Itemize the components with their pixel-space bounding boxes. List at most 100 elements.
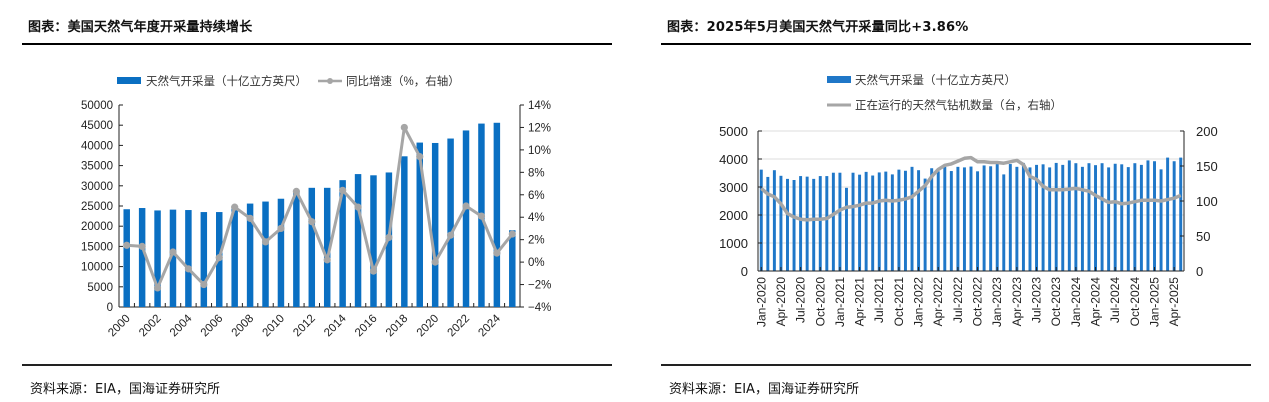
growth-point-2017 (385, 233, 393, 242)
growth-point-2005 (200, 280, 208, 289)
bar-2015 (354, 174, 362, 307)
bar-Oct-2021 (897, 169, 901, 271)
y-tick-label-left: 15000 (81, 241, 113, 253)
bar-Apr-2020 (779, 175, 783, 271)
y-tick-label-right: 10% (528, 145, 551, 157)
growth-point-2016 (369, 267, 378, 275)
x-tick-label: Jul-2024 (1108, 277, 1122, 323)
x-tick-label: Oct-2023 (1049, 277, 1063, 327)
growth-point-2000 (123, 241, 131, 249)
x-tick-label: 2020 (415, 313, 442, 340)
legend-marker-growth (327, 78, 333, 84)
bar-Sep-2022 (969, 166, 973, 271)
bar-Apr-2022 (936, 171, 940, 271)
bar-Apr-2025 (1172, 161, 1176, 271)
y-tick-label-right: 6% (528, 190, 545, 202)
bar-Dec-2020 (831, 172, 835, 271)
bar-Feb-2022 (923, 178, 927, 271)
y-tick-label-right: −2% (528, 280, 551, 292)
x-tick-label: Apr-2025 (1167, 277, 1181, 327)
bar-Feb-2023 (1002, 174, 1006, 271)
bar-Mar-2023 (1008, 164, 1012, 271)
growth-point-2013 (323, 256, 331, 264)
x-tick-label: 2012 (291, 313, 318, 340)
x-tick-label: Oct-2020 (813, 277, 827, 327)
bar-Apr-2021 (858, 174, 862, 271)
bar-Mar-2022 (930, 168, 934, 271)
panel-annual-production: 图表：美国天然气年度开采量持续增长 天然气开采量（十亿立方英尺） 同比增速（%，右… (22, 0, 622, 402)
bar-2020 (431, 142, 439, 307)
y-tick-label-left: 4000 (719, 152, 748, 167)
bar-Jul-2022 (956, 166, 960, 271)
bar-Sep-2020 (812, 178, 816, 271)
bar-Nov-2023 (1061, 164, 1065, 271)
x-tick-label: Apr-2021 (853, 277, 867, 327)
y-tick-label-left: 0 (741, 264, 748, 279)
growth-point-2024 (493, 249, 501, 257)
bar-Aug-2024 (1120, 164, 1124, 271)
bar-Sep-2024 (1126, 167, 1130, 271)
y-tick-label-left: 45000 (81, 120, 113, 132)
x-tick-label: Oct-2024 (1128, 277, 1142, 327)
bar-2011 (293, 191, 300, 307)
footer-rule (22, 364, 612, 366)
bar-2014 (339, 180, 346, 307)
x-tick-label: 2000 (106, 313, 133, 340)
growth-point-2006 (215, 254, 223, 262)
y-tick-label-right: −4% (528, 302, 551, 314)
x-tick-label: 2002 (137, 313, 164, 340)
bar-May-2022 (943, 166, 947, 271)
bar-2003 (169, 209, 177, 307)
y-tick-label-right: 14% (528, 100, 551, 112)
title-rule (661, 43, 1251, 45)
x-tick-label: 2022 (446, 313, 473, 340)
bar-Jul-2021 (877, 172, 881, 271)
legend-label-growth: 同比增速（%，右轴） (346, 74, 460, 88)
growth-line (126, 125, 514, 290)
bar-Aug-2020 (805, 176, 809, 271)
bar-2008 (246, 203, 254, 307)
bar-Jul-2024 (1113, 163, 1117, 271)
bar-Mar-2025 (1166, 157, 1170, 271)
bar-2019 (416, 142, 423, 307)
bar-Jun-2020 (792, 180, 796, 271)
bar-2025 (509, 230, 516, 307)
bar-2022 (462, 130, 470, 307)
bar-Nov-2020 (825, 176, 829, 271)
bar-Dec-2024 (1146, 160, 1150, 271)
bar-2007 (231, 207, 238, 307)
bar-2000 (123, 209, 130, 307)
x-tick-label: Jan-2025 (1148, 277, 1162, 327)
bar-Sep-2021 (890, 174, 894, 271)
bar-Apr-2023 (1015, 166, 1019, 271)
growth-point-2010 (277, 224, 285, 233)
legend-swatch-production (827, 76, 851, 83)
bar-2016 (370, 175, 377, 307)
x-tick-label: Jul-2023 (1030, 277, 1044, 323)
y-tick-label-right: 4% (528, 212, 545, 224)
growth-point-2009 (261, 238, 270, 246)
legend-swatch-production (117, 77, 141, 84)
footer-rule (661, 364, 1251, 366)
y-tick-label-right: 2% (528, 235, 545, 247)
y-tick-label-right: 50 (1196, 229, 1210, 244)
growth-point-2012 (308, 218, 316, 226)
y-tick-label-right: 0% (528, 257, 545, 269)
bar-Jun-2023 (1028, 167, 1032, 271)
source-note: 资料来源：EIA，国海证券研究所 (669, 382, 859, 397)
x-tick-label: Apr-2020 (774, 277, 788, 327)
bar-Jan-2025 (1153, 161, 1156, 271)
bar-2024 (493, 122, 501, 307)
bar-Oct-2024 (1133, 163, 1137, 271)
y-tick-label-right: 0 (1196, 264, 1203, 279)
bar-May-2020 (786, 178, 789, 271)
bar-Aug-2021 (884, 171, 888, 271)
growth-point-2020 (431, 258, 439, 266)
y-tick-label-left: 40000 (81, 140, 113, 152)
bar-Jan-2021 (838, 172, 842, 271)
x-tick-label: Jan-2021 (833, 277, 847, 327)
annual-production-chart: 天然气开采量（十亿立方英尺） 同比增速（%，右轴） 0 5000 10000 15000 2… (81, 74, 551, 340)
bar-Oct-2023 (1054, 162, 1058, 271)
x-tick-label: Jan-2024 (1069, 277, 1083, 327)
legend-label-production: 天然气开采量（十亿立方英尺） (146, 74, 307, 88)
